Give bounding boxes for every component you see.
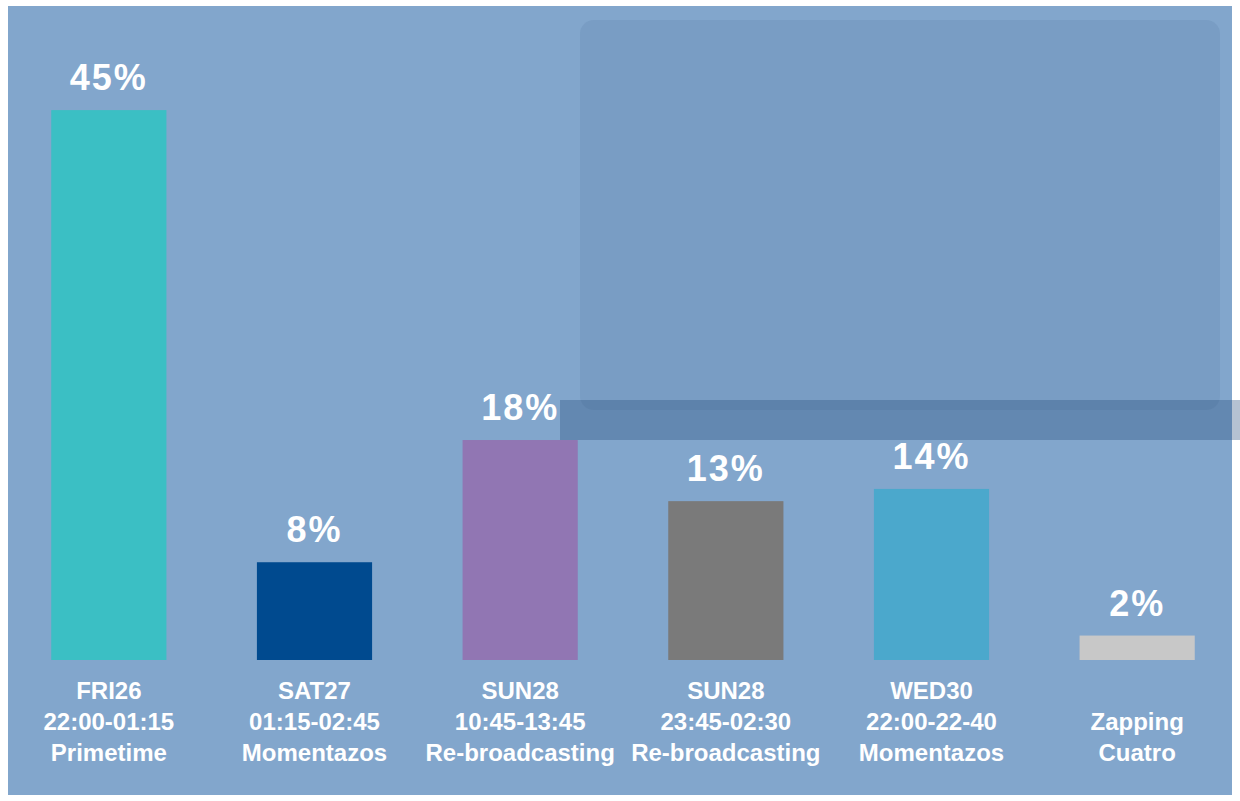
category-label: WED30 22:00-22-40 Momentazos [859,677,1004,766]
chart: 45% 8% 18% 13% 14% 2% FRI26 22:00-01:15 Primetim… [0,0,1240,801]
data-label: 18% [481,387,559,428]
category-label-line: Momentazos [859,739,1004,766]
category-label-line: SAT27 [278,677,351,704]
data-label: 8% [286,509,342,550]
photo-shape [560,400,1240,440]
category-label: FRI26 22:00-01:15 Primetime [43,677,174,766]
data-label: 13% [687,448,765,489]
category-label: SUN28 23:45-02:30 Re-broadcasting [631,677,820,766]
bars [51,110,1195,660]
bar [874,489,989,660]
category-label-line: WED30 [890,677,973,704]
category-label-line: Re-broadcasting [425,739,614,766]
photo-shape [580,20,1220,410]
bar [1080,636,1195,660]
category-label-line: 01:15-02:45 [249,708,380,735]
category-label: SUN28 10:45-13:45 Re-broadcasting [425,677,614,766]
category-label-line: Cuatro [1098,739,1175,766]
bar [463,440,578,660]
category-label-line: Zapping [1091,708,1184,735]
category-label-line: 10:45-13:45 [455,708,586,735]
category-label-line: FRI26 [76,677,141,704]
category-label-line: 22:00-22-40 [866,708,997,735]
category-label: Zapping Cuatro [1091,708,1184,766]
category-label: SAT27 01:15-02:45 Momentazos [242,677,387,766]
bar [51,110,166,660]
data-labels: 45% 8% 18% 13% 14% 2% [70,57,1165,623]
category-label-line: SUN28 [687,677,764,704]
page-ground [0,0,1240,801]
category-label-line: Primetime [51,739,167,766]
data-label: 45% [70,57,148,98]
category-label-line: SUN28 [481,677,558,704]
bar [668,501,783,660]
category-label-line: Re-broadcasting [631,739,820,766]
category-label-line: 23:45-02:30 [660,708,791,735]
category-label-line: Momentazos [242,739,387,766]
category-labels: FRI26 22:00-01:15 Primetime SAT27 01:15-02:4… [43,677,1183,766]
data-label: 14% [892,436,970,477]
background [0,0,1240,801]
data-label: 2% [1109,583,1165,624]
category-label-line: 22:00-01:15 [43,708,174,735]
bar [257,562,372,660]
